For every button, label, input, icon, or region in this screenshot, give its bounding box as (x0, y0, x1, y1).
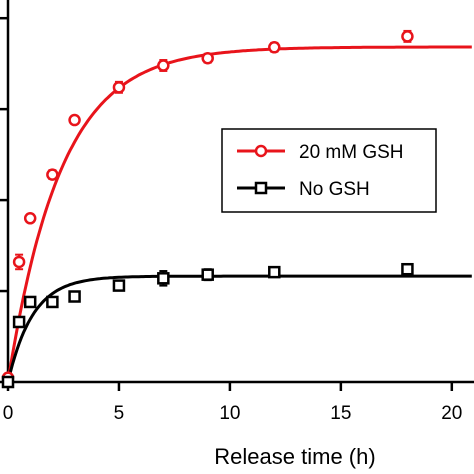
data-point (12, 315, 26, 329)
x-tick-label: 15 (330, 403, 351, 424)
legend-marker (254, 144, 268, 158)
data-point (46, 168, 59, 181)
data-point (401, 30, 414, 43)
data-point (23, 212, 37, 225)
legend-label: No GSH (299, 179, 370, 200)
x-tick-label: 5 (114, 403, 125, 424)
x-axis-title: Release time (h) (214, 444, 375, 469)
x-tick-label: 0 (3, 403, 14, 424)
data-point (201, 51, 214, 65)
data-point (12, 255, 26, 269)
data-point (1, 375, 15, 389)
x-ticks: 0 5 10 15 20 (3, 382, 462, 424)
data-point (401, 262, 414, 276)
legend-box (221, 128, 437, 213)
data-point (112, 81, 126, 94)
x-tick-label: 10 (219, 403, 240, 424)
data-point (157, 272, 170, 285)
data-point (68, 113, 81, 127)
legend-label: 20 mM GSH (299, 142, 404, 163)
legend: 20 mM GSH No GSH (221, 128, 437, 213)
data-markers (1, 30, 414, 389)
data-point (268, 265, 281, 279)
data-point (68, 290, 81, 303)
data-point (112, 279, 126, 292)
legend-marker (254, 181, 268, 195)
data-point (157, 59, 170, 72)
data-point (46, 295, 59, 309)
y-ticks (0, 16, 8, 384)
data-point (23, 295, 37, 309)
x-tick-label: 20 (441, 403, 462, 424)
data-point (201, 268, 214, 281)
axes (6, 0, 474, 384)
fit-curve (6, 274, 472, 383)
fit-curves (6, 45, 472, 383)
data-point (268, 41, 281, 54)
fit-curve (6, 45, 472, 383)
